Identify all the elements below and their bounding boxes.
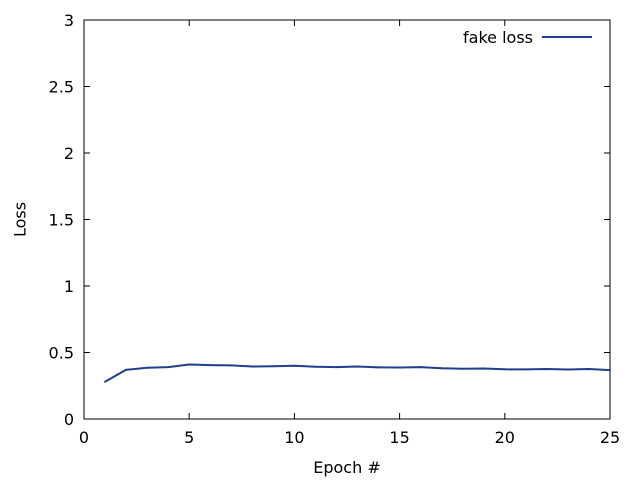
data-point bbox=[125, 368, 128, 371]
y-tick-label: 1.5 bbox=[49, 211, 74, 230]
data-point bbox=[398, 366, 401, 369]
data-point bbox=[545, 367, 548, 370]
legend: fake loss bbox=[463, 28, 592, 47]
data-point bbox=[461, 367, 464, 370]
data-point bbox=[167, 366, 170, 369]
x-tick-label: 20 bbox=[495, 428, 515, 447]
x-axis-label: Epoch # bbox=[313, 458, 380, 477]
data-point bbox=[251, 365, 254, 368]
y-tick-label: 0 bbox=[64, 410, 74, 429]
x-tick-label: 5 bbox=[184, 428, 194, 447]
x-tick-label: 0 bbox=[79, 428, 89, 447]
data-point bbox=[440, 367, 443, 370]
y-tick-label: 1 bbox=[64, 277, 74, 296]
data-point bbox=[524, 368, 527, 371]
data-point bbox=[272, 365, 275, 368]
data-point bbox=[609, 369, 611, 372]
data-point bbox=[377, 366, 380, 369]
data-point bbox=[503, 368, 506, 371]
data-point bbox=[314, 365, 317, 368]
data-point bbox=[293, 364, 296, 367]
y-tick-label: 0.5 bbox=[49, 344, 74, 363]
legend-label-fake-loss: fake loss bbox=[463, 28, 533, 47]
plot-frame bbox=[83, 19, 611, 420]
series-layer bbox=[104, 363, 611, 383]
data-point bbox=[566, 368, 569, 371]
data-point bbox=[482, 367, 485, 370]
data-point bbox=[356, 365, 359, 368]
y-tick-label: 2.5 bbox=[49, 78, 74, 97]
data-point bbox=[419, 366, 422, 369]
x-tick-label: 25 bbox=[600, 428, 620, 447]
tick-marks bbox=[83, 19, 611, 420]
y-axis-label: Loss bbox=[11, 202, 30, 237]
y-tick-label: 3 bbox=[64, 11, 74, 30]
data-point bbox=[146, 366, 149, 369]
data-point bbox=[587, 367, 590, 370]
x-tick-label: 10 bbox=[284, 428, 304, 447]
data-point bbox=[209, 364, 212, 367]
data-point bbox=[335, 366, 338, 369]
data-point bbox=[230, 364, 233, 367]
x-tick-label: 15 bbox=[389, 428, 409, 447]
tick-labels: 0 5 10 15 20 25 0 0.5 1 1.5 2 2.5 3 bbox=[49, 11, 621, 447]
data-point bbox=[104, 380, 107, 383]
y-tick-label: 2 bbox=[64, 144, 74, 163]
data-point bbox=[188, 363, 191, 366]
